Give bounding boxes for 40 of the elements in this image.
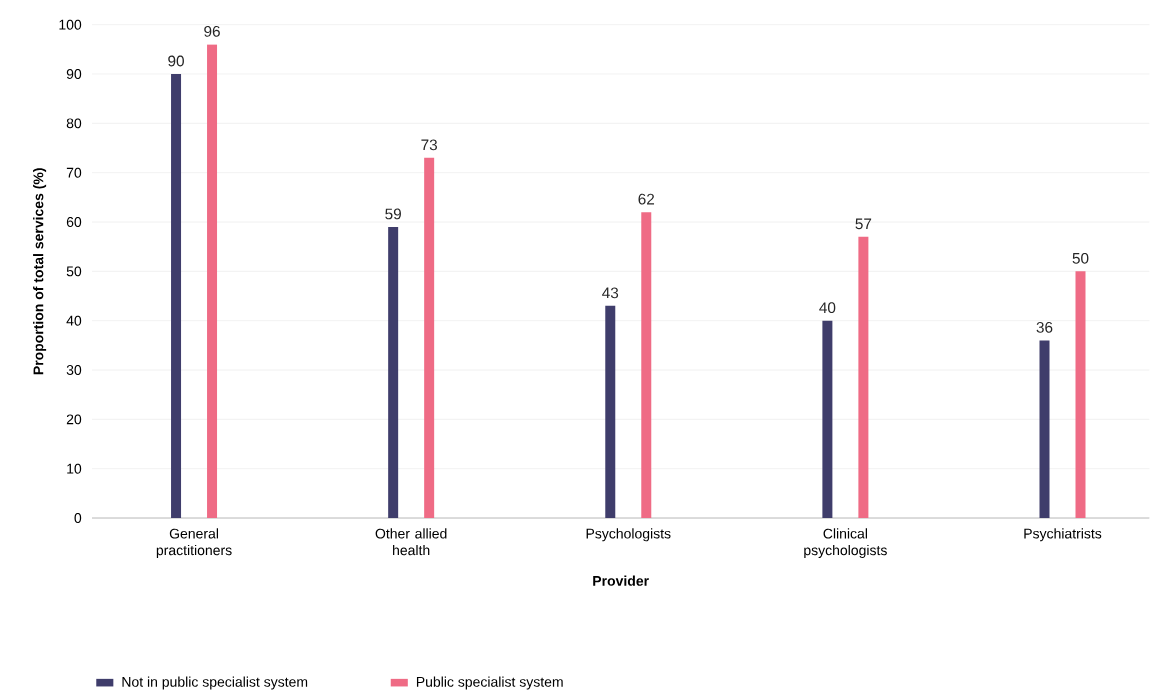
y-tick-label: 100: [59, 19, 82, 30]
x-tick-label: General practitioners: [156, 528, 232, 558]
data-label: 43: [602, 287, 619, 299]
y-tick-label: 80: [66, 118, 82, 129]
bar: [207, 44, 218, 518]
y-tick-label: 20: [66, 414, 82, 425]
y-tick-label: 40: [66, 315, 82, 326]
bar: [388, 226, 399, 518]
bar: [171, 73, 182, 518]
bar: [605, 305, 616, 518]
y-tick-label: 30: [66, 365, 82, 375]
legend-label: Not in public specialist system: [122, 676, 308, 690]
x-axis-title: Provider: [593, 575, 649, 586]
x-tick-label: Psychiatrists: [1024, 528, 1102, 542]
x-tick-label: Psychologists: [586, 528, 671, 542]
data-label: 62: [638, 193, 655, 205]
legend-label: Public specialist system: [416, 676, 563, 690]
y-tick-label: 70: [66, 167, 82, 178]
bar: [1039, 340, 1050, 518]
data-label: 73: [421, 139, 437, 151]
y-tick-label: 90: [66, 69, 82, 79]
x-tick-label: Other allied health: [375, 528, 447, 556]
y-tick-label: 60: [66, 217, 82, 227]
bar: [1075, 271, 1086, 518]
bar: [641, 212, 652, 518]
data-label: 59: [385, 208, 401, 220]
data-label: 50: [1072, 252, 1089, 264]
bar: [424, 157, 435, 518]
y-tick-label: 50: [66, 266, 82, 277]
data-label: 57: [855, 218, 872, 230]
bar: [858, 236, 869, 518]
y-axis-title: Proportion of total services (%): [33, 168, 47, 375]
data-label: 36: [1036, 321, 1053, 333]
x-tick-label: Clinical psychologists: [804, 528, 887, 558]
data-label: 96: [204, 25, 220, 37]
bar: [822, 320, 833, 518]
data-label: 90: [168, 55, 184, 67]
y-tick-label: 0: [74, 513, 82, 523]
data-label: 40: [819, 302, 836, 314]
y-tick-label: 10: [67, 463, 82, 474]
